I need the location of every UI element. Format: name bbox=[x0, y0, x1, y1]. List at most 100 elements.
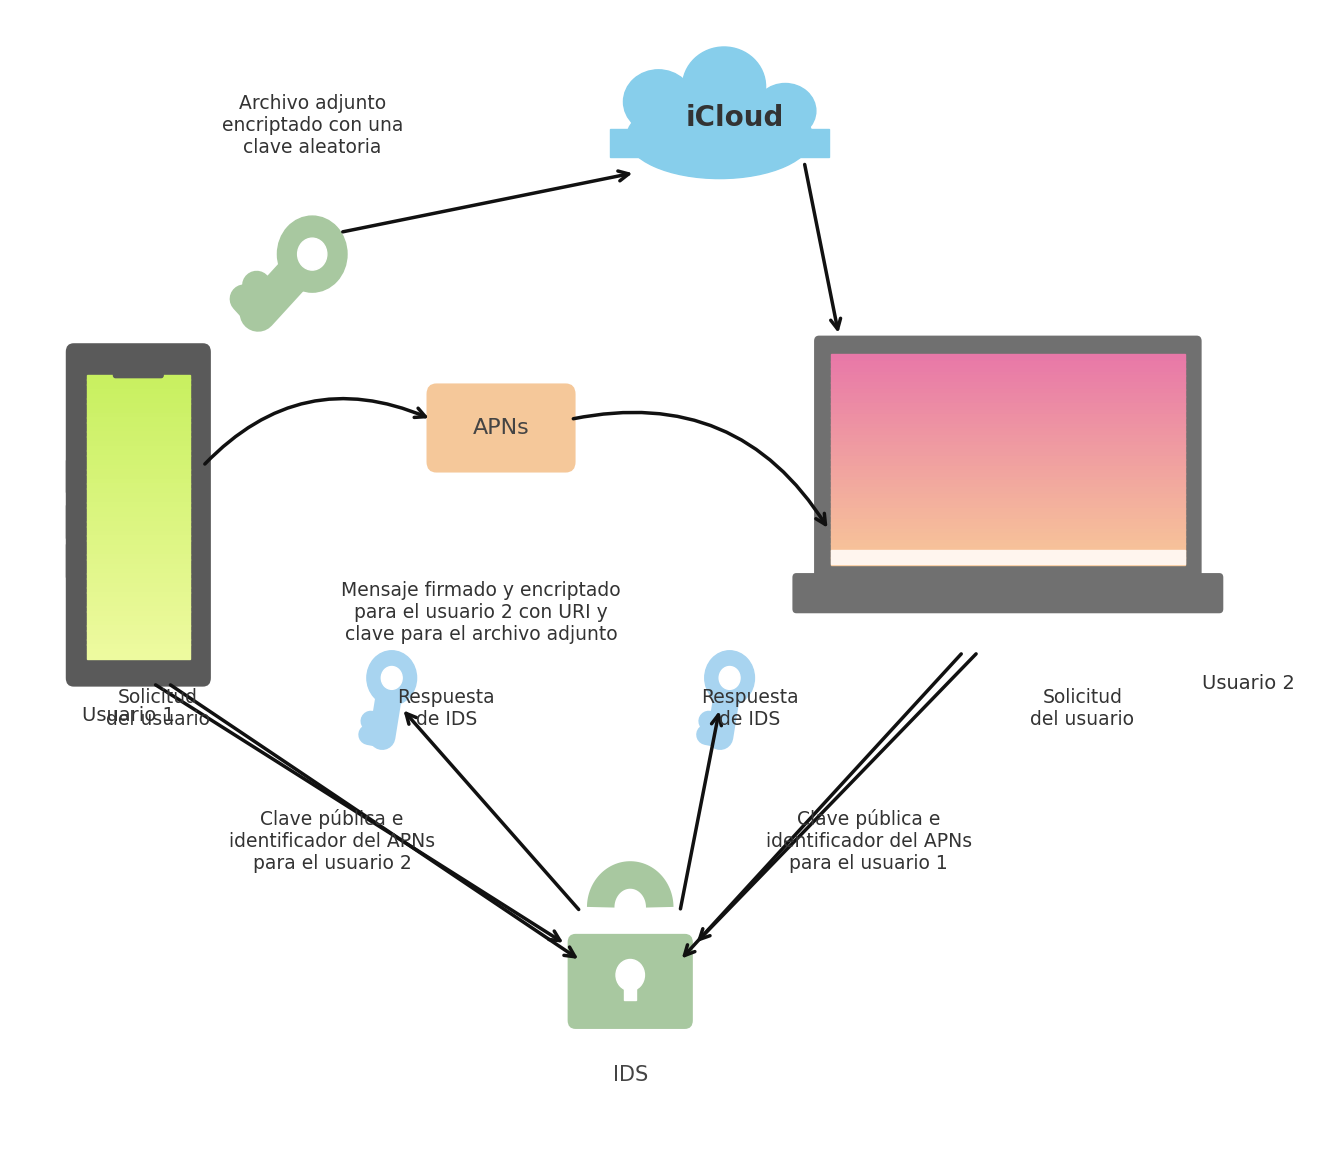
Bar bbox=[830, 529, 1185, 533]
Text: Clave pública e
identificador del APNs
para el usuario 1: Clave pública e identificador del APNs p… bbox=[765, 809, 972, 872]
Bar bbox=[87, 540, 191, 545]
Bar bbox=[830, 392, 1185, 397]
Bar bbox=[624, 975, 636, 1001]
FancyBboxPatch shape bbox=[568, 934, 693, 1029]
Bar bbox=[830, 414, 1185, 418]
Bar bbox=[87, 568, 191, 574]
Bar bbox=[87, 620, 191, 626]
Circle shape bbox=[367, 650, 417, 705]
Bar bbox=[87, 418, 191, 422]
Ellipse shape bbox=[624, 69, 693, 134]
Text: Solicitud
del usuario: Solicitud del usuario bbox=[107, 688, 211, 729]
Bar bbox=[87, 436, 191, 442]
Bar bbox=[830, 432, 1185, 435]
Text: Clave pública e
identificador del APNs
para el usuario 2: Clave pública e identificador del APNs p… bbox=[229, 809, 435, 872]
Ellipse shape bbox=[627, 95, 813, 178]
Bar bbox=[830, 508, 1185, 513]
Bar bbox=[87, 398, 191, 404]
Bar bbox=[830, 364, 1185, 369]
Bar bbox=[87, 573, 191, 578]
Circle shape bbox=[720, 666, 740, 690]
Text: Archivo adjunto
encriptado con una
clave aleatoria: Archivo adjunto encriptado con una clave… bbox=[221, 95, 403, 157]
Bar bbox=[87, 479, 191, 484]
Bar bbox=[830, 484, 1185, 488]
Bar bbox=[830, 445, 1185, 449]
Bar bbox=[830, 403, 1185, 407]
Bar bbox=[87, 526, 191, 531]
Bar bbox=[87, 441, 191, 447]
Bar bbox=[830, 561, 1185, 565]
Bar bbox=[830, 354, 1185, 359]
Bar bbox=[65, 459, 73, 492]
Circle shape bbox=[297, 238, 327, 270]
Circle shape bbox=[705, 650, 754, 705]
Bar bbox=[87, 422, 191, 427]
Bar bbox=[87, 616, 191, 621]
Bar bbox=[830, 449, 1185, 452]
Bar bbox=[87, 375, 191, 379]
Bar bbox=[87, 554, 191, 560]
Bar bbox=[830, 544, 1185, 547]
Bar bbox=[830, 418, 1185, 421]
Bar bbox=[87, 511, 191, 517]
Bar bbox=[87, 474, 191, 479]
FancyBboxPatch shape bbox=[814, 336, 1201, 583]
Bar bbox=[830, 518, 1185, 523]
Bar bbox=[87, 649, 191, 654]
Bar bbox=[830, 385, 1185, 390]
Bar bbox=[830, 459, 1185, 463]
Bar bbox=[87, 459, 191, 465]
Bar bbox=[830, 375, 1185, 379]
Bar bbox=[830, 522, 1185, 526]
Bar bbox=[830, 494, 1185, 499]
Bar bbox=[87, 413, 191, 418]
Bar bbox=[87, 611, 191, 617]
Text: APNs: APNs bbox=[473, 418, 529, 439]
Bar bbox=[830, 504, 1185, 509]
Bar bbox=[830, 368, 1185, 373]
Bar bbox=[87, 379, 191, 385]
Bar bbox=[87, 606, 191, 612]
Bar bbox=[65, 544, 73, 577]
Ellipse shape bbox=[682, 47, 765, 126]
Bar bbox=[830, 470, 1185, 474]
Bar bbox=[87, 450, 191, 456]
Bar bbox=[87, 516, 191, 522]
Bar bbox=[87, 654, 191, 659]
Circle shape bbox=[277, 216, 347, 293]
Bar bbox=[830, 406, 1185, 411]
Text: IDS: IDS bbox=[613, 1064, 648, 1084]
Bar bbox=[830, 477, 1185, 481]
Bar bbox=[830, 511, 1185, 516]
Bar bbox=[830, 547, 1185, 551]
FancyBboxPatch shape bbox=[113, 355, 164, 378]
Bar bbox=[87, 531, 191, 536]
Bar bbox=[87, 465, 191, 470]
Bar bbox=[830, 498, 1185, 502]
Bar bbox=[87, 631, 191, 635]
Text: Usuario 1: Usuario 1 bbox=[81, 707, 175, 725]
Bar bbox=[830, 554, 1185, 558]
Bar bbox=[830, 421, 1185, 425]
Bar bbox=[830, 452, 1185, 456]
Bar bbox=[830, 540, 1185, 544]
Circle shape bbox=[616, 959, 644, 990]
Bar bbox=[830, 382, 1185, 386]
Bar bbox=[65, 506, 73, 538]
Bar bbox=[87, 578, 191, 583]
Bar bbox=[87, 536, 191, 540]
Bar bbox=[830, 463, 1185, 466]
Bar bbox=[87, 493, 191, 499]
Bar bbox=[830, 428, 1185, 432]
Bar bbox=[87, 507, 191, 513]
Bar bbox=[87, 488, 191, 494]
Bar bbox=[87, 427, 191, 432]
Bar bbox=[830, 425, 1185, 428]
Bar bbox=[830, 411, 1185, 414]
Text: iCloud: iCloud bbox=[685, 104, 784, 132]
Bar bbox=[830, 358, 1185, 362]
Ellipse shape bbox=[754, 83, 816, 139]
Bar bbox=[830, 501, 1185, 506]
Bar bbox=[830, 439, 1185, 442]
Bar bbox=[87, 403, 191, 408]
